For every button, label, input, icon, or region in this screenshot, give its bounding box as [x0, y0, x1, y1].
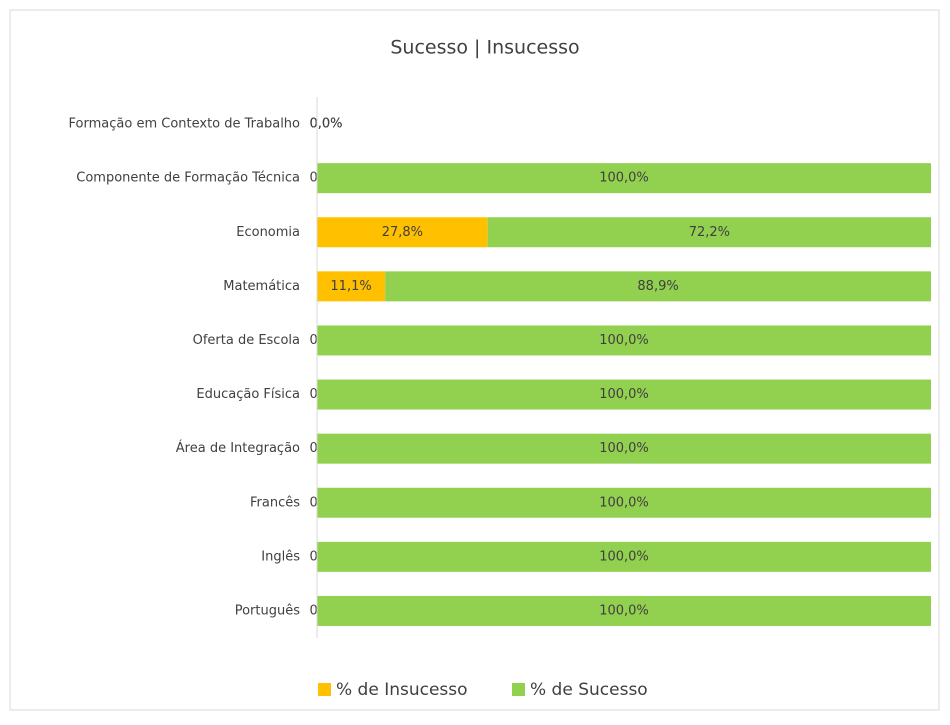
bar-segment [317, 271, 386, 302]
bar-segment [487, 217, 931, 248]
bar-segment [317, 379, 931, 410]
legend-swatch [318, 683, 331, 696]
y-tick-label: Matemática [223, 279, 300, 294]
bar-segment [317, 541, 931, 572]
y-tick-label: Formação em Contexto de Trabalho [69, 117, 301, 132]
y-tick-label: Inglês [261, 549, 300, 564]
value-label: 11,1% [330, 279, 371, 294]
chart-border [9, 9, 940, 711]
value-label: 0,0% [309, 117, 342, 132]
value-label: 100,0% [599, 387, 649, 402]
value-label: 27,8% [382, 225, 423, 240]
bar-segment [317, 217, 488, 248]
y-tick-label: Oferta de Escola [193, 333, 300, 348]
y-tick-label: Francês [250, 495, 300, 510]
bar-segment [317, 433, 931, 464]
value-label: 100,0% [599, 441, 649, 456]
value-label: 72,2% [689, 225, 730, 240]
y-tick-label: Área de Integração [176, 440, 300, 456]
y-tick-label: Português [235, 603, 301, 618]
value-label: 88,9% [637, 279, 678, 294]
bar-segment [317, 487, 931, 518]
legend-swatch [512, 683, 525, 696]
value-label: 100,0% [599, 333, 649, 348]
y-tick-label: Educação Física [196, 387, 300, 402]
y-tick-label: Componente de Formação Técnica [76, 171, 300, 186]
chart-title: Sucesso | Insucesso [390, 37, 579, 59]
value-label: 100,0% [599, 603, 649, 618]
value-label: 100,0% [599, 549, 649, 564]
legend-label: % de Sucesso [530, 680, 648, 700]
bar-segment [385, 271, 931, 302]
value-label: 0,0% [309, 117, 342, 132]
value-label: 100,0% [599, 495, 649, 510]
y-tick-label: Economia [236, 225, 300, 240]
value-label: 100,0% [599, 171, 649, 186]
legend-label: % de Insucesso [336, 680, 468, 700]
bar-segment [317, 325, 931, 356]
bar-segment [317, 595, 931, 626]
bar-segment [317, 163, 931, 194]
